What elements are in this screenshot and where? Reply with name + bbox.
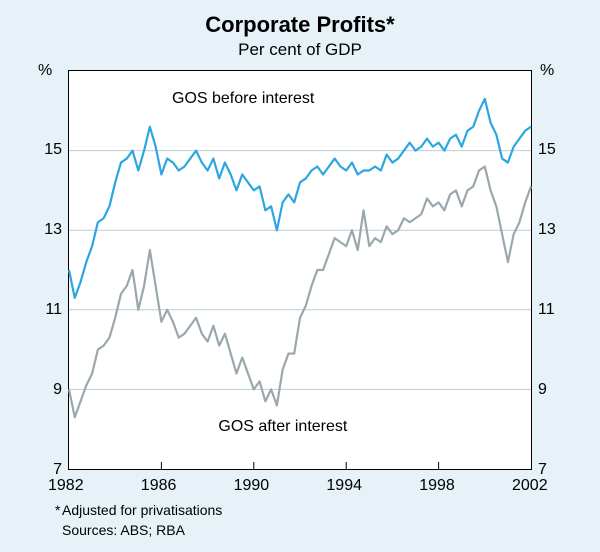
chart-title: Corporate Profits*: [0, 0, 600, 38]
y-tick-label-left: 9: [53, 382, 62, 398]
y-tick-label-left: 11: [45, 302, 62, 318]
y-axis-unit-right: %: [540, 62, 554, 80]
plot-area: [68, 70, 532, 470]
footnote-text: Adjusted for privatisations: [62, 502, 222, 518]
x-tick-label: 2002: [512, 478, 548, 494]
series-line: [69, 167, 531, 418]
x-tick-label: 1986: [141, 478, 177, 494]
chart-svg: [69, 71, 531, 469]
series-line: [69, 99, 531, 298]
footnote-marker: *: [55, 502, 60, 518]
series-label: GOS after interest: [218, 418, 347, 436]
chart-container: Corporate Profits* Per cent of GDP % % *…: [0, 0, 600, 552]
y-tick-label-left: 15: [44, 142, 62, 158]
x-tick-label: 1998: [419, 478, 455, 494]
y-tick-label-right: 13: [538, 222, 556, 238]
y-tick-label-right: 15: [538, 142, 556, 158]
x-tick-label: 1990: [234, 478, 270, 494]
y-tick-label-right: 11: [538, 302, 555, 318]
x-tick-label: 1982: [48, 478, 84, 494]
series-label: GOS before interest: [172, 90, 314, 108]
y-axis-unit-left: %: [38, 62, 52, 80]
y-tick-label-right: 7: [538, 462, 547, 478]
sources-text: Sources: ABS; RBA: [62, 522, 185, 538]
chart-subtitle: Per cent of GDP: [0, 38, 600, 60]
y-tick-label-right: 9: [538, 382, 547, 398]
y-tick-label-left: 7: [53, 462, 62, 478]
y-tick-label-left: 13: [44, 222, 62, 238]
x-tick-label: 1994: [326, 478, 362, 494]
